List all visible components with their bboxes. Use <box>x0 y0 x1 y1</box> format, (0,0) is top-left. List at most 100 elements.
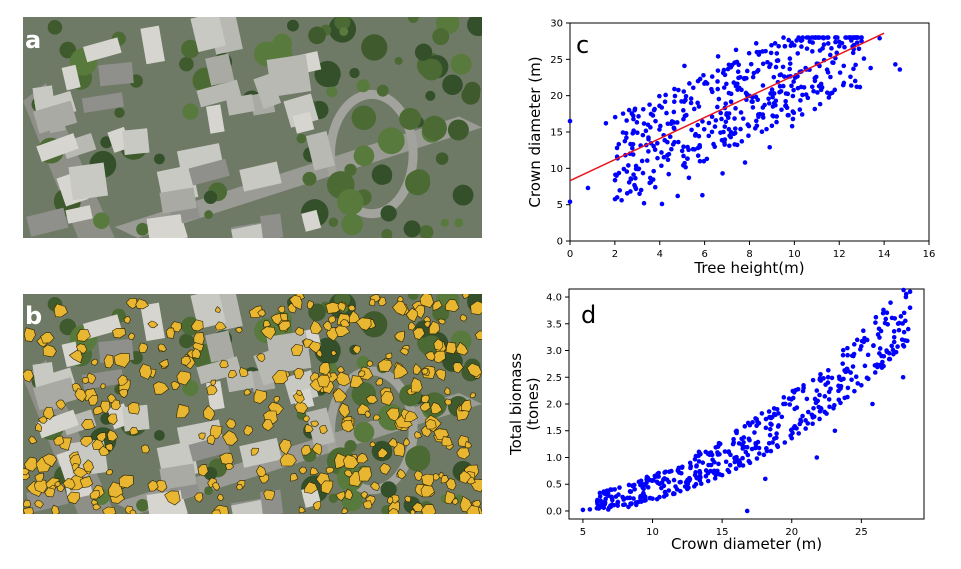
data-point <box>672 86 677 92</box>
data-point <box>803 426 808 431</box>
data-point <box>633 163 639 169</box>
data-point <box>672 491 677 497</box>
data-point <box>722 72 728 78</box>
building-roof <box>231 223 269 238</box>
data-point <box>648 111 654 117</box>
tree-crown-segment <box>125 298 138 309</box>
data-point <box>672 93 678 99</box>
tree-crown-segment <box>445 341 457 355</box>
data-point <box>760 115 766 120</box>
tree-crown-segment <box>117 374 128 387</box>
data-point <box>814 388 820 393</box>
data-point <box>695 153 701 158</box>
tree-crown-segment <box>452 362 464 374</box>
tree-canopy <box>47 20 63 35</box>
tree-crown-segment <box>62 478 76 490</box>
building-roof <box>82 37 122 63</box>
tree-canopy <box>334 17 351 31</box>
tree-crown-segment <box>33 479 48 494</box>
tree-crown-segment <box>138 342 148 354</box>
data-point <box>622 138 628 144</box>
tree-crown-segment <box>79 476 94 488</box>
data-point <box>870 401 875 407</box>
tree-crown-segment <box>113 352 131 368</box>
data-point <box>829 46 834 51</box>
data-point <box>771 74 777 80</box>
data-point <box>676 87 681 93</box>
tree-crown-segment <box>128 332 136 340</box>
data-point <box>700 460 706 465</box>
tree-crown-segment <box>414 431 422 439</box>
data-point <box>791 390 797 395</box>
tree-canopy <box>59 41 77 59</box>
tree-crown-segment <box>430 402 443 414</box>
data-point <box>800 388 806 394</box>
tree-crown-segment <box>343 469 353 478</box>
tree-canopy <box>407 17 419 23</box>
data-point <box>760 83 766 88</box>
data-point <box>683 93 689 99</box>
data-point <box>617 485 622 490</box>
data-point <box>800 413 805 419</box>
tree-crown-segment <box>129 509 137 514</box>
data-point <box>799 44 804 49</box>
data-point <box>641 486 646 492</box>
tree-crown-segment <box>393 362 409 380</box>
data-point <box>899 337 905 342</box>
tree-crown-segment <box>311 443 323 456</box>
data-point <box>630 141 636 147</box>
data-point <box>609 502 615 507</box>
tree-crown-segment <box>206 384 218 396</box>
tree-crown-segment <box>42 453 58 468</box>
data-point <box>727 143 732 149</box>
data-point <box>624 191 630 196</box>
tree-canopy <box>114 107 125 118</box>
data-point <box>647 102 652 107</box>
building-roof <box>239 437 282 468</box>
data-point <box>712 144 718 149</box>
data-point <box>715 79 720 84</box>
data-point <box>665 157 671 163</box>
tree-canopy <box>353 421 375 443</box>
data-point <box>740 455 745 461</box>
tree-crown-segment <box>432 300 443 311</box>
tree-crown-segment <box>112 327 127 339</box>
data-point <box>742 160 748 165</box>
data-point <box>645 485 651 490</box>
data-point <box>823 382 828 387</box>
data-point <box>596 503 601 509</box>
data-point <box>769 123 775 129</box>
tree-canopy <box>182 103 199 120</box>
tree-crown-segment <box>327 315 336 324</box>
building-roof <box>159 463 197 490</box>
tree-canopy <box>452 184 474 206</box>
data-point <box>901 344 907 349</box>
data-point <box>662 99 668 104</box>
building-roof <box>36 409 79 439</box>
data-point <box>606 505 612 511</box>
data-point <box>641 482 646 487</box>
data-point <box>859 35 864 40</box>
data-point <box>775 58 781 63</box>
tree-canopy <box>371 164 393 185</box>
tree-crown-segment <box>243 388 252 396</box>
data-point <box>631 496 636 501</box>
data-point <box>853 374 859 380</box>
data-point <box>777 72 783 78</box>
data-point <box>628 489 634 494</box>
data-point <box>684 112 689 118</box>
data-point <box>726 90 732 96</box>
data-point <box>585 185 591 191</box>
data-point <box>858 343 864 349</box>
data-point <box>817 416 822 422</box>
data-point <box>659 150 664 155</box>
tree-crown-segment <box>466 505 480 514</box>
tree-canopy <box>421 115 447 141</box>
building-roof <box>188 158 230 186</box>
data-point <box>694 464 699 469</box>
data-point <box>801 383 806 388</box>
data-point <box>768 421 773 427</box>
data-point <box>880 359 885 365</box>
data-point <box>851 353 856 359</box>
data-point <box>686 175 692 181</box>
